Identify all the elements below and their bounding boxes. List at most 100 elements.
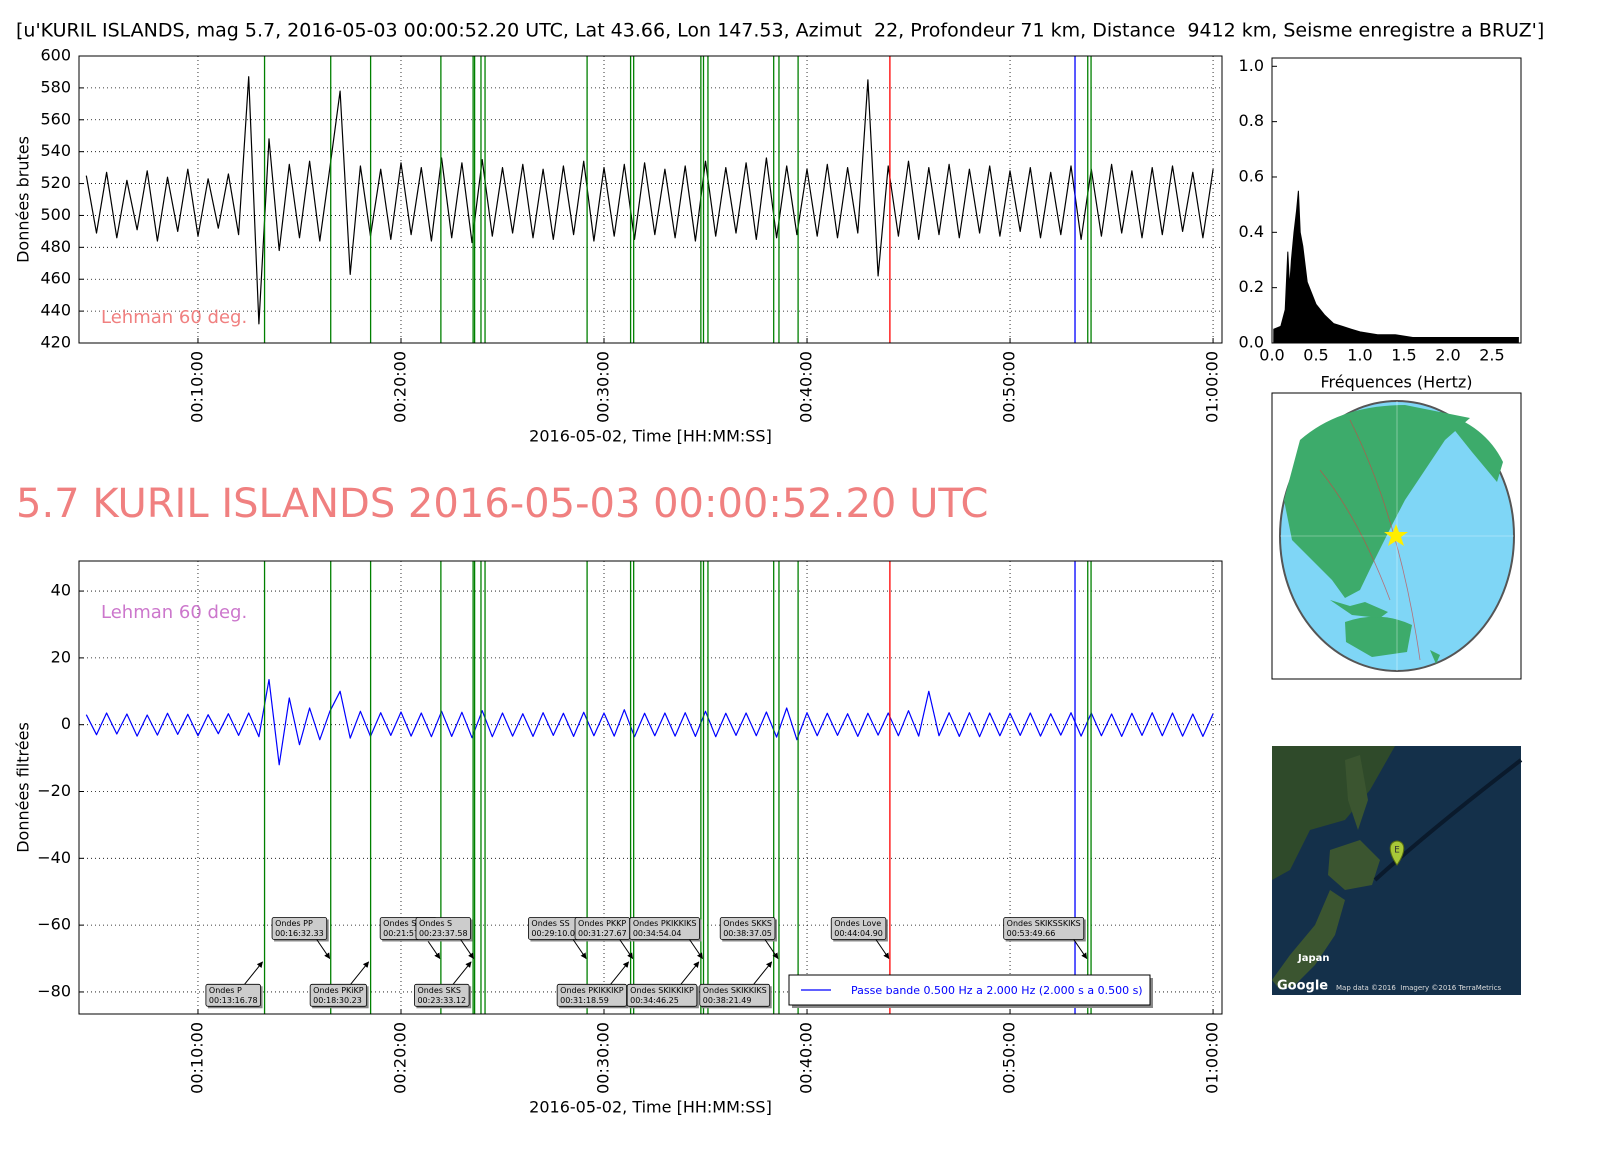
x-tick-label: 2.5 [1479,346,1504,365]
annotation-time: 00:23:33.12 [417,996,466,1005]
plot-frame [78,560,1223,1015]
annotation-time: 00:44:04.90 [834,929,883,938]
x-tick-label: 0.0 [1259,346,1284,365]
annotation-box [309,983,368,1007]
x-tick-label: 1.5 [1391,346,1416,365]
annotation-time: 00:38:21.49 [703,996,752,1005]
annotation: Ondes S00:23:37.58 [415,917,475,960]
annotation-arrow [680,961,700,985]
y-tick-label: 460 [40,269,71,288]
x-tick-label: 00:50:00 [1000,351,1019,423]
map-attribution: Map data ©2016 Imagery ©2016 TerraMetric… [1336,984,1502,992]
annotation-time: 00:38:37.05 [723,929,772,938]
annotation-arrow [350,961,370,985]
y-tick-label: 600 [40,46,71,65]
y-tick-label: 420 [40,333,71,352]
annotation-arrow [426,939,441,960]
globe-map [1271,392,1522,680]
y-tick-label: 0.8 [1239,111,1264,130]
legend-label: Passe bande 0.500 Hz a 2.000 Hz (2.000 s… [851,984,1143,997]
annotation-arrow [244,961,263,985]
y-tick-label: −40 [37,848,71,867]
annotation-arrow [460,939,475,960]
y-axis-label: Données filtrées [14,722,33,853]
annotation-box [719,917,776,940]
annotation-arrow [452,961,472,985]
annotation-label: Ondes SS [531,919,569,928]
annotation-box [1003,917,1085,940]
pin-label: E [1394,846,1400,856]
annotation-label: Ondes PP [275,919,313,928]
note: Lehman 60 deg. [101,307,247,328]
annotation-arrow [689,939,703,960]
annotation-label: Ondes P [209,986,242,995]
y-tick-label: 20 [51,647,71,666]
annotation-box [271,917,328,940]
headline: 5.7 KURIL ISLANDS 2016-05-03 00:00:52.20… [16,481,988,527]
annotation-time: 00:53:49.66 [1007,929,1056,938]
x-tick-label: 00:10:00 [187,351,206,423]
map-logo: Google [1277,979,1328,994]
annotation-box [629,917,700,940]
x-tick-label: 00:50:00 [1000,1022,1019,1094]
annotation-label: Ondes SKIKSSKIKS [1007,919,1081,928]
annotation-label: Ondes Love [834,919,881,928]
annotation-time: 00:23:37.58 [419,929,468,938]
annotation-time: 00:31:18.59 [560,996,609,1005]
x-tick-label: 00:10:00 [187,1022,206,1094]
annotation-arrow [753,961,773,985]
annotation-label: Ondes SKIKKIKP [630,986,694,995]
annotation-arrow [875,939,890,960]
plot-area [79,56,1222,343]
x-tick-label: 0.5 [1303,346,1328,365]
annotation-box [626,983,698,1007]
annotation-arrow [764,939,779,960]
annotation-time: 00:18:30.23 [313,996,362,1005]
y-tick-label: −80 [37,981,71,1000]
place-label: Japan [1297,953,1330,964]
annotation-arrow [619,939,634,960]
x-tick-label: 01:00:00 [1203,351,1222,423]
plot-frame [1271,57,1522,344]
y-tick-label: 560 [40,109,71,128]
y-tick-label: −60 [37,915,71,934]
annotation-time: 00:29:10.01 [531,929,580,938]
y-tick-label: −20 [37,781,71,800]
annotation-box [205,983,261,1007]
annotation-label: Ondes PKIKKIKP [560,986,624,995]
spectrum-area [1273,190,1519,343]
y-tick-label: 580 [40,77,71,96]
y-tick-label: 0.2 [1239,277,1264,296]
y-tick-label: 40 [51,581,71,600]
annotation-label: Ondes PKIKKIKS [633,919,697,928]
x-tick-label: 00:30:00 [594,1022,613,1094]
annotation-label: Ondes SKS [417,986,460,995]
x-tick-label: 00:20:00 [390,1022,409,1094]
y-tick-label: 480 [40,237,71,256]
y-tick-label: 0.0 [1239,333,1264,352]
annotation-label: Ondes PKKP [578,919,626,928]
annotation-label: Ondes S [419,919,452,928]
x-tick-label: 00:40:00 [797,351,816,423]
suptitle: [u'KURIL ISLANDS, mag 5.7, 2016-05-03 00… [16,20,1544,42]
y-tick-label: 0 [61,714,71,733]
y-tick-label: 500 [40,205,71,224]
x-tick-label: 00:30:00 [594,351,613,423]
plot-area [1273,190,1519,343]
annotation-label: Ondes PKiKP [313,986,364,995]
annotation-arrow [572,939,587,960]
annotation-box [415,917,472,940]
annotation-box [699,983,771,1007]
y-axis-label: Données brutes [14,136,33,263]
annotation-time: 00:31:27.67 [578,929,627,938]
